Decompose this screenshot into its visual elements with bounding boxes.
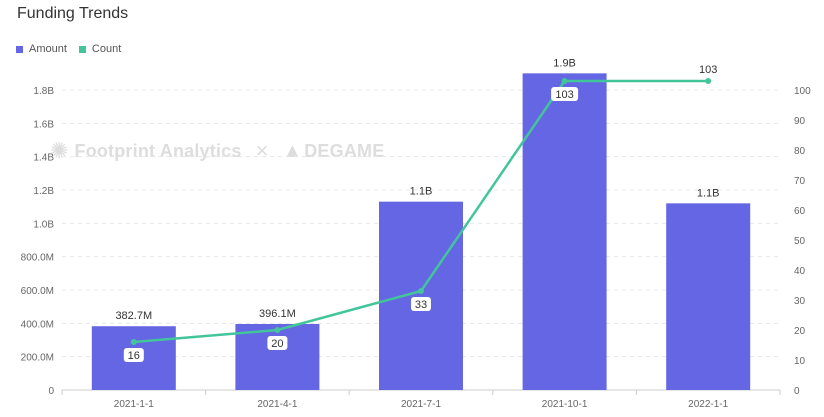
- legend-swatch-count: [78, 45, 86, 53]
- count-point[interactable]: [274, 327, 281, 333]
- bar-value-label: 396.1M: [259, 308, 296, 320]
- count-point[interactable]: [418, 288, 424, 294]
- y-right-tick-label: 0: [794, 386, 800, 397]
- y-right-tick-label: 60: [794, 206, 806, 217]
- bar-series-amount: [91, 73, 751, 390]
- y-right-tick-label: 40: [794, 266, 806, 277]
- y-left-tick-label: 1.8B: [33, 86, 54, 97]
- y-right-tick-label: 20: [794, 326, 806, 337]
- y-left-tick-label: 200.0M: [21, 353, 54, 364]
- x-axis: 2021-1-1 2021-4-1 2021-7-1 2021-10-1 2022-1-…: [61, 389, 781, 410]
- count-value-label: 103: [699, 64, 717, 76]
- count-value-label: 16: [128, 350, 140, 362]
- legend: Amount Count: [16, 43, 133, 55]
- y-right-tick-label: 80: [794, 146, 806, 157]
- bar-value-label: 1.1B: [697, 187, 720, 199]
- y-left-tick-label: 600.0M: [21, 286, 54, 297]
- count-label-bg: [551, 87, 579, 101]
- y-axis-left: 0 200.0M 400.0M 600.0M 800.0M 1.0B 1.2B 1.4B 1.6…: [21, 86, 55, 397]
- y-axis-right: 0 10 20 30 40 50 60 70 80 90 100: [794, 86, 811, 397]
- line-labels: 16 20 33 103 103: [123, 64, 717, 362]
- x-tick-label: 2022-1-1: [688, 399, 728, 410]
- legend-item-count[interactable]: Count: [78, 43, 122, 55]
- legend-label-amount: Amount: [29, 43, 67, 55]
- line-series-count: [130, 78, 712, 345]
- y-left-tick-label: 1.4B: [33, 153, 54, 164]
- y-right-tick-label: 50: [794, 236, 806, 247]
- bar-value-label: 382.7M: [115, 310, 152, 322]
- y-left-tick-label: 800.0M: [21, 253, 54, 264]
- count-label-bg: [411, 297, 431, 311]
- y-left-tick-label: 0: [48, 386, 54, 397]
- legend-swatch-amount: [16, 45, 23, 53]
- y-left-tick-label: 1.0B: [33, 219, 54, 230]
- legend-item-amount[interactable]: Amount: [16, 43, 67, 55]
- y-right-tick-label: 30: [794, 296, 806, 307]
- count-value-label: 20: [271, 338, 283, 350]
- y-right-tick-label: 90: [794, 116, 806, 127]
- x-tick-label: 2021-10-1: [542, 399, 588, 410]
- y-right-tick-label: 70: [794, 176, 806, 187]
- bar-amount[interactable]: [379, 201, 463, 390]
- bar-labels: 382.7M 396.1M 1.1B 1.9B 1.1B: [115, 57, 719, 322]
- x-tick-label: 2021-7-1: [401, 399, 441, 410]
- count-value-label: 33: [415, 299, 427, 311]
- bar-amount[interactable]: [666, 203, 751, 390]
- count-label-bg: [267, 336, 288, 350]
- y-left-tick-label: 1.2B: [33, 186, 54, 197]
- x-tick-label: 2021-1-1: [114, 399, 154, 410]
- count-point[interactable]: [130, 339, 137, 345]
- bar-amount[interactable]: [522, 73, 607, 390]
- count-value-label: 103: [555, 89, 573, 101]
- count-label-bg: [123, 348, 144, 362]
- chart-title: Funding Trends: [17, 5, 129, 22]
- bar-amount[interactable]: [235, 323, 320, 390]
- bar-value-label: 1.9B: [553, 57, 576, 69]
- bar-value-label: 1.1B: [410, 186, 433, 198]
- y-right-tick-label: 10: [794, 356, 806, 367]
- y-left-tick-label: 1.6B: [33, 119, 54, 130]
- count-point[interactable]: [561, 78, 568, 84]
- y-left-tick-label: 400.0M: [21, 319, 54, 330]
- x-tick-label: 2021-4-1: [257, 399, 297, 410]
- legend-label-count: Count: [91, 43, 122, 55]
- y-right-tick-label: 100: [794, 86, 811, 97]
- count-point[interactable]: [705, 78, 712, 84]
